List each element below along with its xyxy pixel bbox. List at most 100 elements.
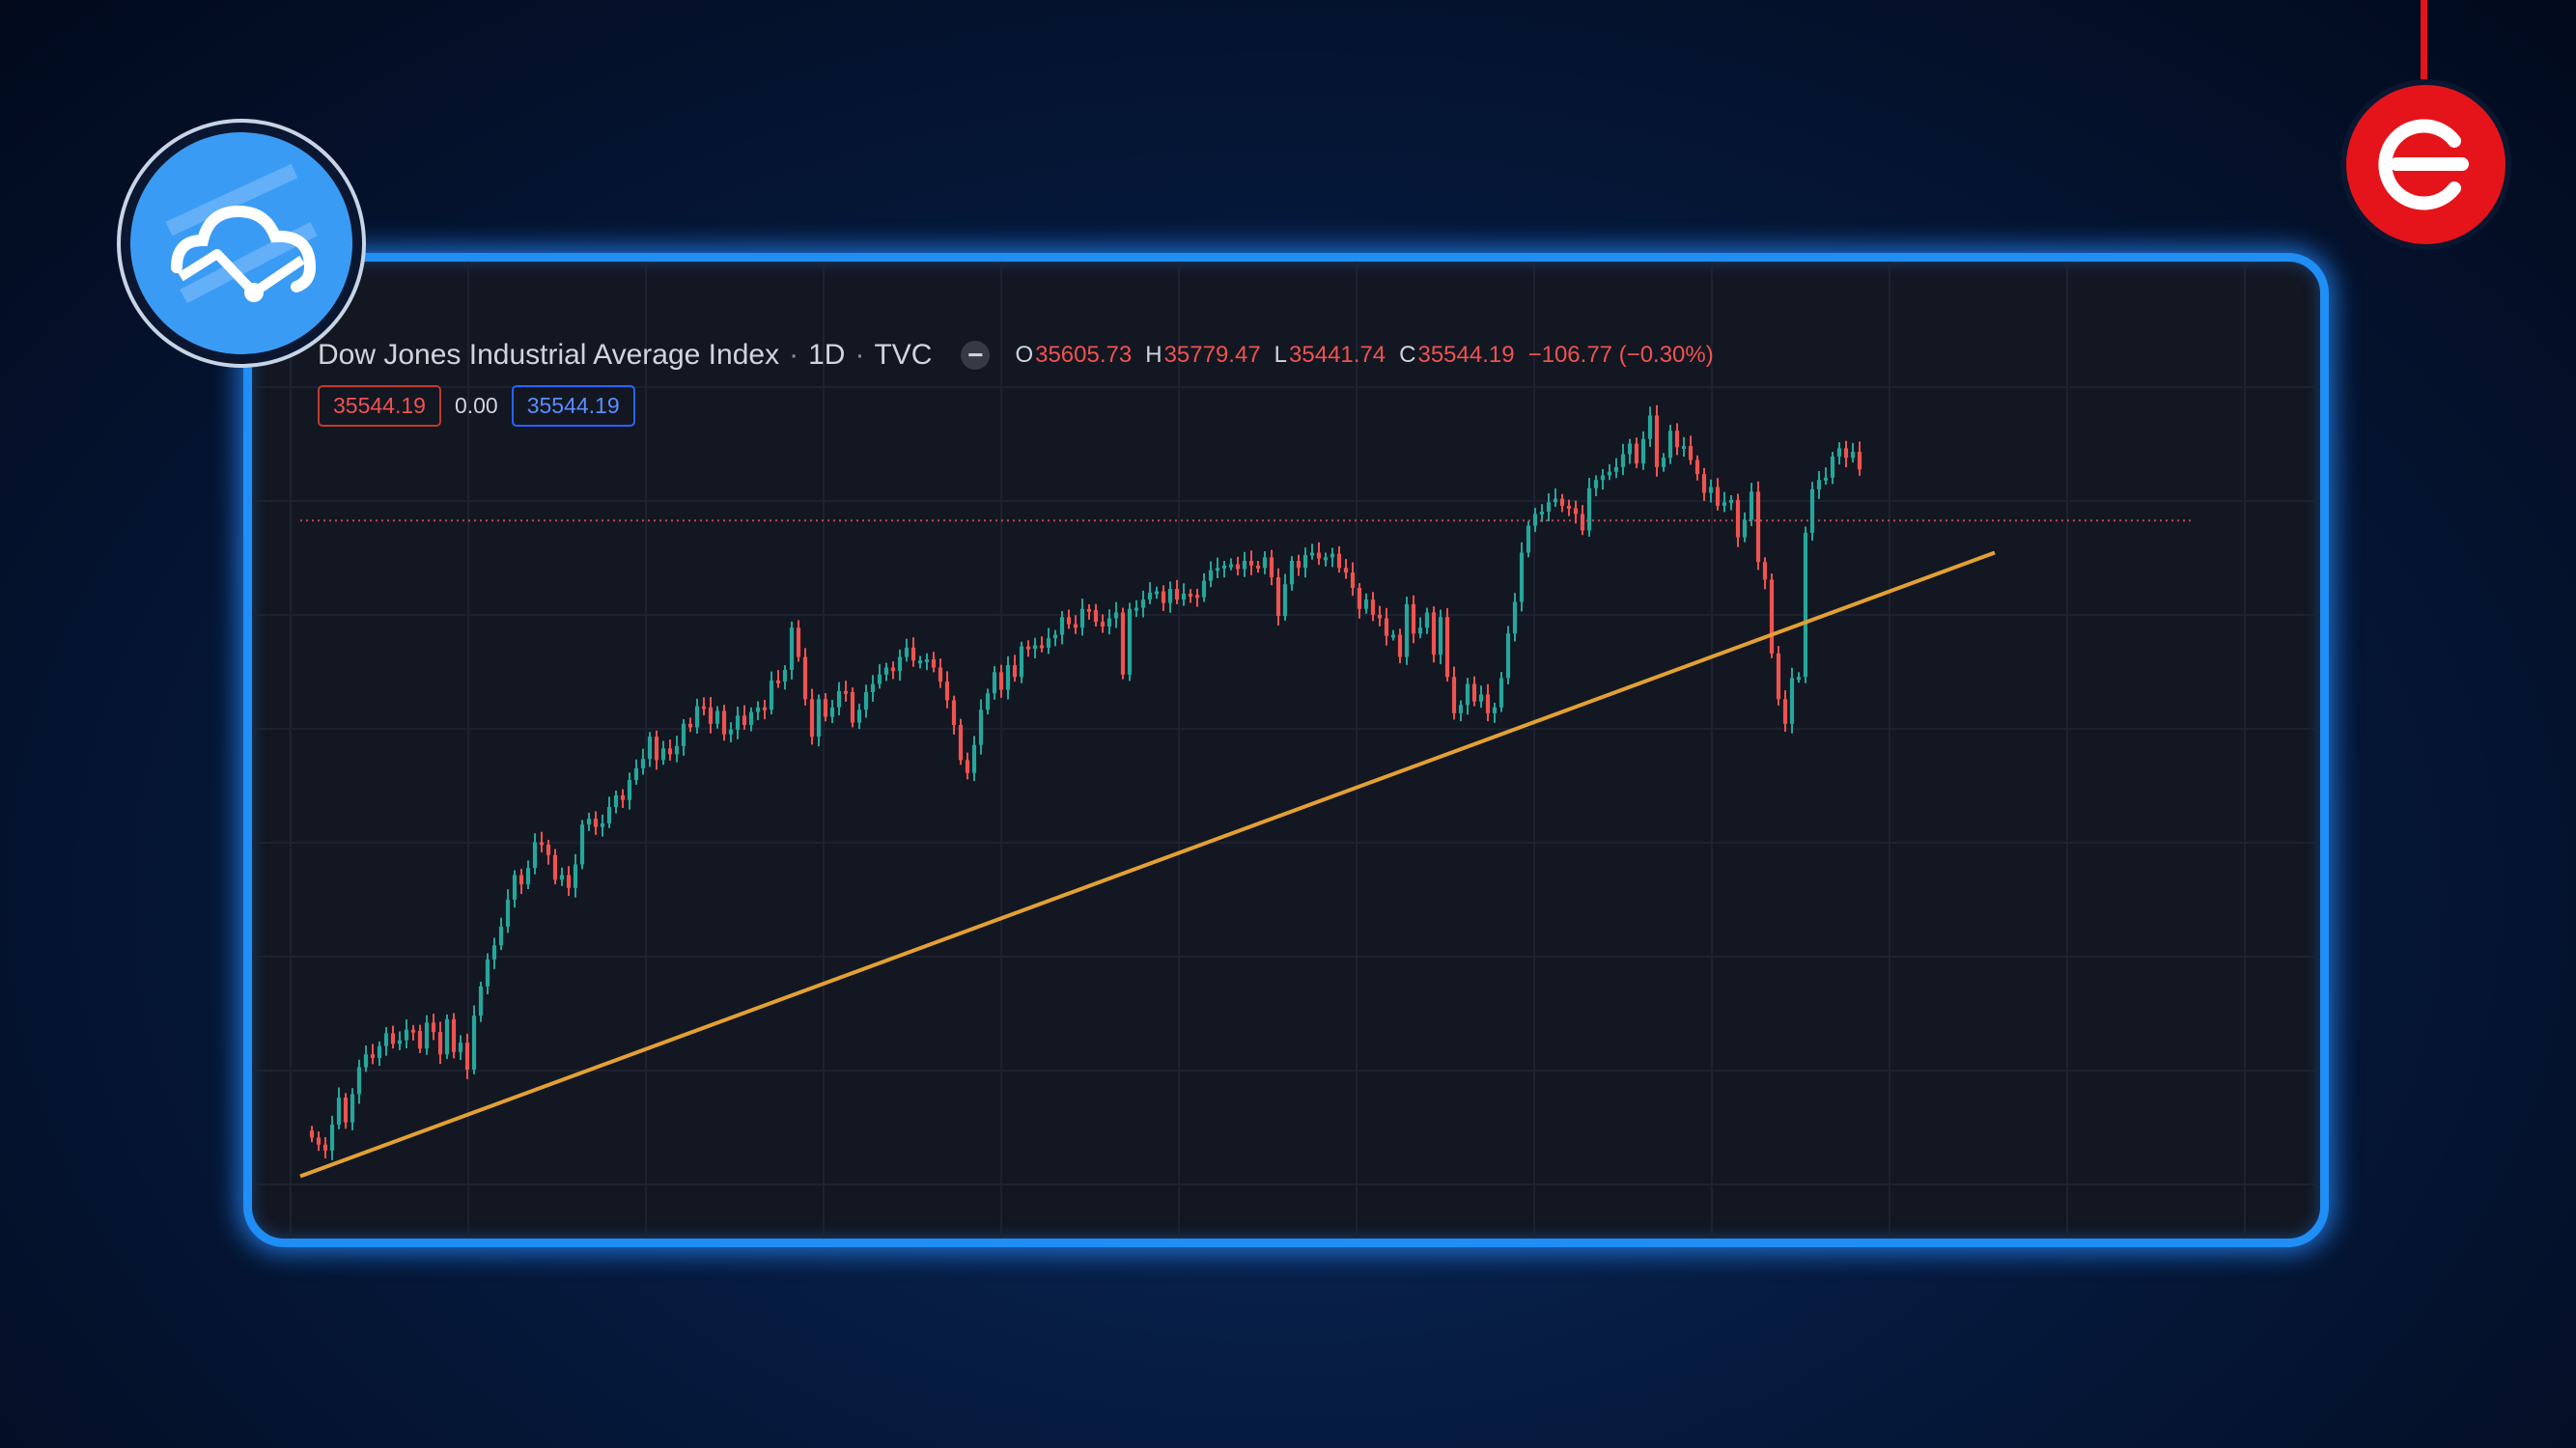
candle-body: [1674, 431, 1680, 448]
candle-body: [444, 1018, 450, 1055]
candle-body: [1789, 678, 1795, 724]
candle-body: [1532, 514, 1538, 526]
candle-body: [1485, 694, 1491, 713]
candle-body: [1438, 617, 1443, 655]
candle-body: [1546, 502, 1552, 512]
candle-body: [850, 692, 855, 723]
candle-body: [1613, 466, 1619, 472]
candle-body: [883, 667, 889, 675]
ohlc-high: 35779.47: [1163, 342, 1261, 368]
candle-body: [809, 699, 815, 738]
candle-body: [701, 706, 707, 710]
candle-body: [802, 656, 808, 700]
chart-interval[interactable]: 1D: [808, 339, 846, 371]
candle-body: [728, 729, 734, 735]
candle-body: [1194, 595, 1200, 599]
candle-body: [782, 669, 788, 682]
candle-body: [904, 647, 910, 657]
candle-body: [1127, 608, 1133, 675]
candle-body: [985, 693, 991, 710]
candle-body: [1390, 634, 1396, 638]
candle-body: [938, 667, 943, 682]
candle-body: [694, 706, 700, 728]
candle-body: [829, 707, 835, 717]
candle-body: [714, 710, 720, 724]
candle-body: [1350, 572, 1356, 588]
candle-body: [1174, 589, 1180, 600]
candle-body: [1215, 568, 1220, 571]
candle-body: [890, 667, 896, 672]
candle-body: [1478, 694, 1484, 702]
candle-body: [762, 707, 768, 710]
candle-body: [546, 844, 551, 855]
candle-body: [1269, 557, 1274, 577]
candle-body: [532, 842, 538, 869]
candle-body: [789, 627, 795, 670]
candle-body: [1059, 617, 1065, 635]
candle-body: [1323, 557, 1329, 561]
candle-body: [1242, 561, 1247, 570]
candle-body: [1289, 561, 1295, 585]
candle-body: [627, 780, 632, 800]
candle-body: [1154, 591, 1160, 595]
candle-body: [566, 875, 572, 888]
candle-body: [1593, 480, 1599, 488]
collapse-icon[interactable]: −: [961, 341, 991, 370]
candle-body: [998, 672, 1004, 690]
candle-body: [458, 1043, 463, 1052]
candle-body: [505, 899, 511, 927]
candle-body: [1458, 705, 1464, 713]
candle-body: [1208, 570, 1214, 581]
candle-body: [309, 1130, 315, 1138]
candle-body: [1066, 617, 1072, 625]
candle-body: [660, 748, 666, 761]
candle-body: [1519, 552, 1525, 602]
candle-body: [1830, 456, 1835, 478]
candle-body: [343, 1098, 349, 1123]
candle-body: [1052, 634, 1058, 639]
candle-body: [1363, 599, 1369, 609]
candle-body: [1384, 618, 1389, 636]
candle-body: [836, 690, 842, 708]
logo-cord: [2421, 0, 2427, 87]
candle-body: [735, 715, 741, 730]
candle-body: [1431, 612, 1437, 655]
candle-body: [1627, 443, 1633, 455]
candle-body: [931, 659, 937, 668]
candle-body: [404, 1029, 409, 1041]
candle-body: [721, 710, 727, 735]
candle-body: [1512, 601, 1518, 634]
candle-body: [1701, 474, 1707, 493]
candle-body: [417, 1030, 423, 1049]
candle-body: [1769, 579, 1775, 654]
candle-body: [525, 868, 531, 885]
candle-body: [1046, 638, 1051, 648]
candle-body: [1343, 568, 1349, 573]
candle-body: [1498, 678, 1504, 708]
candle-body: [498, 926, 504, 946]
candle-body: [1647, 415, 1653, 439]
chart-source: TVC: [874, 339, 933, 371]
chart-title: Dow Jones Industrial Average Index: [318, 339, 780, 371]
candle-body: [755, 707, 761, 712]
candle-body: [1816, 480, 1822, 489]
ohlc-open: 35605.73: [1035, 342, 1133, 368]
candle-body: [1667, 431, 1673, 459]
candle-body: [1505, 633, 1511, 679]
candle-body: [1688, 446, 1694, 460]
candle-body: [1444, 617, 1450, 678]
candle-body: [1377, 614, 1383, 619]
candle-body: [1836, 448, 1842, 457]
candle-body: [951, 700, 957, 725]
candle-body: [1147, 592, 1153, 600]
candle-body: [1654, 415, 1660, 467]
buy-price-tag[interactable]: 35544.19: [511, 385, 635, 427]
candle-body: [1796, 677, 1802, 681]
candle-body: [559, 875, 565, 880]
candle-body: [1357, 587, 1362, 609]
candle-body: [978, 710, 984, 745]
candle-body: [1573, 508, 1579, 515]
spread-value: 0.00: [454, 393, 498, 418]
sell-price-tag[interactable]: 35544.19: [318, 385, 441, 427]
candle-body: [1559, 498, 1565, 506]
